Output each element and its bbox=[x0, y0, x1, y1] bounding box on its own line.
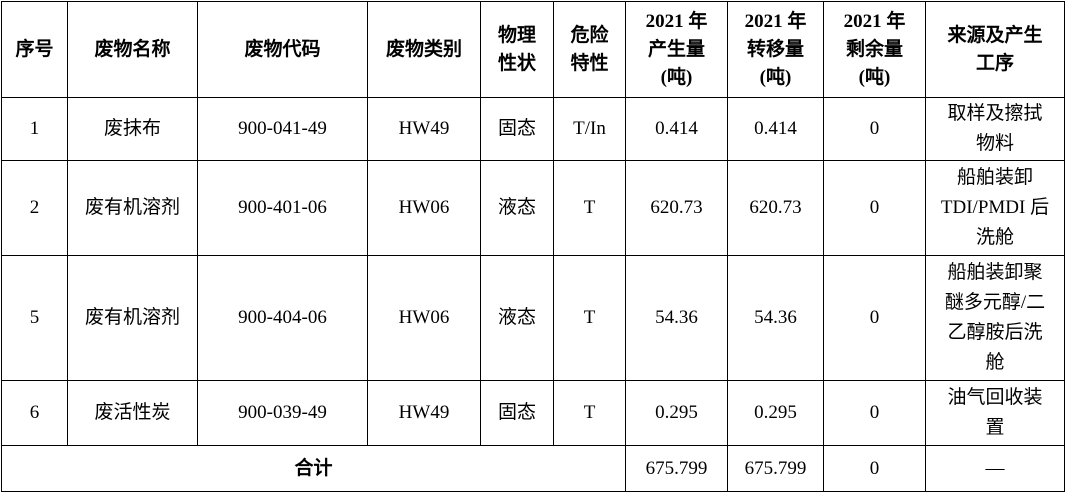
cell: HW49 bbox=[367, 97, 481, 161]
cell: 6 bbox=[1, 380, 68, 446]
cell-line: 危险 bbox=[570, 24, 609, 46]
cell-line: 2021 年 bbox=[645, 10, 708, 32]
cell: 900-404-06 bbox=[197, 255, 368, 381]
header-cell: 来源及产生 工序 bbox=[925, 1, 1065, 98]
cell-line: 废物名称 bbox=[94, 38, 171, 60]
header-cell: 废物名称 bbox=[67, 1, 198, 98]
cell: 2 bbox=[1, 160, 68, 256]
cell: 0 bbox=[823, 380, 926, 446]
cell-line: 来源及产生 bbox=[947, 24, 1043, 46]
total-cell: — bbox=[925, 445, 1065, 492]
cell: T/In bbox=[553, 97, 626, 161]
cell: 0.295 bbox=[625, 380, 728, 446]
total-row: 合计 675.799 675.799 0— bbox=[1, 445, 1065, 492]
cell-line: 取样及擦拭 bbox=[947, 103, 1043, 124]
cell: 900-039-49 bbox=[197, 380, 368, 446]
cell-line: 醚多元醇/二 bbox=[944, 292, 1046, 313]
header-cell: 2021 年剩余量 (吨) bbox=[823, 1, 926, 98]
cell: 0 bbox=[823, 255, 926, 381]
cell: 54.36 bbox=[625, 255, 728, 381]
data-row: 6 废活性炭 900-039-49 HW49 固态 T 0.295 0.295 0 油气回收装置 bbox=[1, 380, 1065, 446]
cell: 废活性炭 bbox=[67, 380, 198, 446]
cell-line: 序号 bbox=[15, 38, 54, 60]
data-row: 2 废有机溶剂 900-401-06 HW06 液态 T 620.73 620.73 0 船舶装卸… bbox=[1, 160, 1065, 256]
cell-line: 转移量 bbox=[746, 38, 804, 60]
cell-line: 废物类别 bbox=[385, 38, 462, 60]
cell: 液态 bbox=[480, 160, 554, 256]
data-row: 5 废有机溶剂 900-404-06 HW06 液态 T 54.36 54.36 0 船舶装卸聚醚… bbox=[1, 255, 1065, 381]
cell: 油气回收装置 bbox=[925, 380, 1065, 446]
cell-line: 船舶装卸聚 bbox=[947, 262, 1043, 283]
cell: 900-401-06 bbox=[197, 160, 368, 256]
cell: T bbox=[553, 255, 626, 381]
cell: HW06 bbox=[367, 160, 481, 256]
cell-line: 废物代码 bbox=[244, 38, 321, 60]
cell: 废抹布 bbox=[67, 97, 198, 161]
cell: 船舶装卸聚醚多元醇/二 乙醇胺后洗舱 bbox=[925, 255, 1065, 381]
data-row: 1 废抹布 900-041-49 HW49 固态 T/In 0.414 0.414 0 取样及擦拭… bbox=[1, 97, 1065, 161]
cell-line: 置 bbox=[985, 417, 1005, 438]
header-cell: 废物类别 bbox=[367, 1, 481, 98]
cell: 900-041-49 bbox=[197, 97, 368, 161]
total-cell: 0 bbox=[823, 445, 926, 492]
cell-line: 性状 bbox=[497, 52, 536, 74]
cell: HW49 bbox=[367, 380, 481, 446]
total-cell: 675.799 bbox=[625, 445, 728, 492]
cell: 1 bbox=[1, 97, 68, 161]
cell: 620.73 bbox=[727, 160, 824, 256]
cell: 废有机溶剂 bbox=[67, 255, 198, 381]
cell-line: TDI/PMDI 后 bbox=[940, 197, 1050, 218]
cell-line: 2021 年 bbox=[744, 10, 807, 32]
header-cell: 废物代码 bbox=[197, 1, 368, 98]
cell: 废有机溶剂 bbox=[67, 160, 198, 256]
header-cell: 2021 年转移量 (吨) bbox=[727, 1, 824, 98]
cell: 固态 bbox=[480, 97, 554, 161]
cell: 0.414 bbox=[625, 97, 728, 161]
cell-line: (吨) bbox=[660, 66, 693, 88]
cell-line: (吨) bbox=[858, 66, 891, 88]
header-cell: 序号 bbox=[1, 1, 68, 98]
cell-line: 物理 bbox=[497, 24, 536, 46]
cell: 液态 bbox=[480, 255, 554, 381]
cell: 船舶装卸 TDI/PMDI 后洗舱 bbox=[925, 160, 1065, 256]
cell: 620.73 bbox=[625, 160, 728, 256]
cell: 0.295 bbox=[727, 380, 824, 446]
header-cell: 危险 特性 bbox=[553, 1, 626, 98]
cell-line: 物料 bbox=[975, 133, 1014, 154]
cell-line: 洗舱 bbox=[975, 227, 1014, 248]
cell-line: 船舶装卸 bbox=[956, 167, 1033, 188]
cell: 0 bbox=[823, 160, 926, 256]
header-row: 序号 废物名称 废物代码 废物类别 物理 性状 危险 特性 2021 年产生量 (吨) 2021 年… bbox=[1, 1, 1065, 98]
cell-line: 产生量 bbox=[647, 38, 705, 60]
cell-line: 工序 bbox=[975, 52, 1014, 74]
cell: T bbox=[553, 160, 626, 256]
header-cell: 2021 年产生量 (吨) bbox=[625, 1, 728, 98]
header-cell: 物理 性状 bbox=[480, 1, 554, 98]
total-label: 合计 bbox=[1, 445, 626, 492]
cell: HW06 bbox=[367, 255, 481, 381]
cell: 取样及擦拭 物料 bbox=[925, 97, 1065, 161]
cell: 0.414 bbox=[727, 97, 824, 161]
cell-line: 剩余量 bbox=[845, 38, 903, 60]
cell: 固态 bbox=[480, 380, 554, 446]
cell-line: (吨) bbox=[759, 66, 792, 88]
total-cell: 675.799 bbox=[727, 445, 824, 492]
cell: 5 bbox=[1, 255, 68, 381]
cell-line: 乙醇胺后洗 bbox=[947, 322, 1043, 343]
cell-line: 2021 年 bbox=[843, 10, 906, 32]
cell-line: 油气回收装 bbox=[947, 387, 1043, 408]
cell: 54.36 bbox=[727, 255, 824, 381]
cell: T bbox=[553, 380, 626, 446]
cell-line: 舱 bbox=[985, 352, 1005, 373]
cell-line: 特性 bbox=[570, 52, 609, 74]
cell: 0 bbox=[823, 97, 926, 161]
